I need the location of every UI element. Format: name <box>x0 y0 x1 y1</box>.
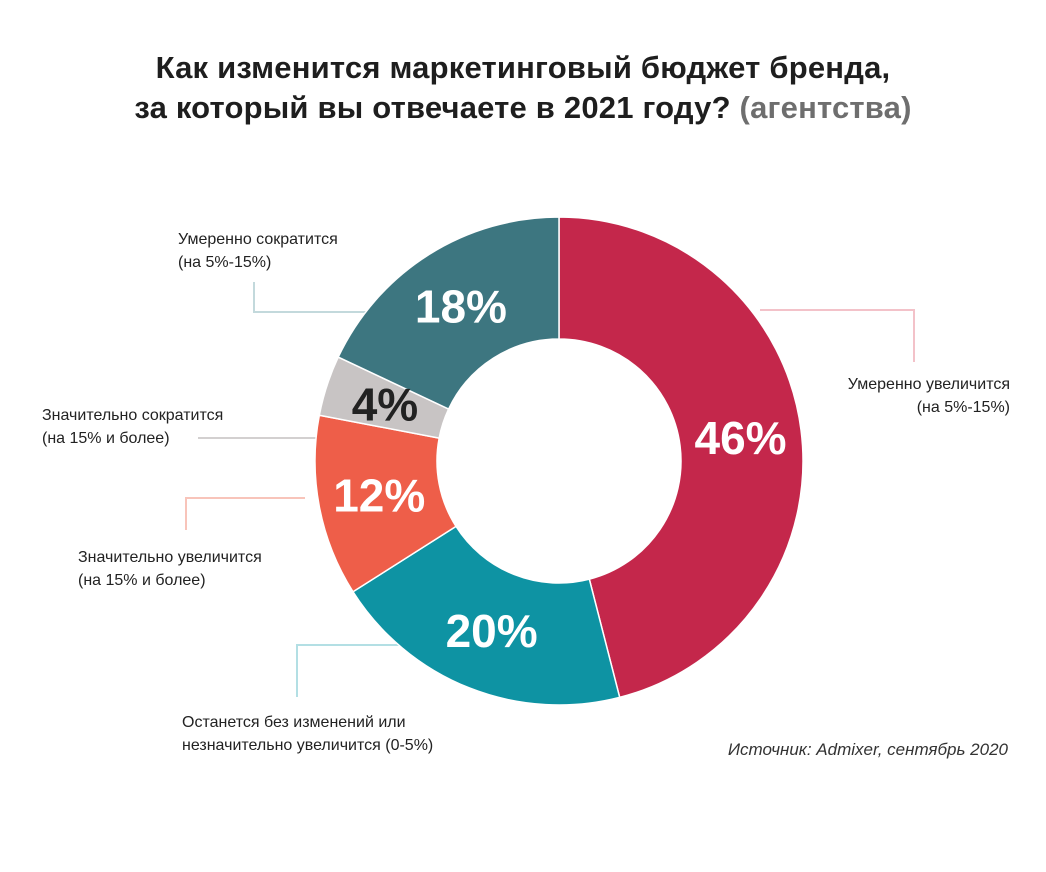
slice-category-label: Умеренно сократится (на 5%-15%) <box>178 231 338 271</box>
chart-title-suffix: (агентства) <box>739 90 912 125</box>
slice-percent-label: 4% <box>352 378 418 430</box>
slice-percent-label: 18% <box>415 280 507 332</box>
leader-line <box>253 282 368 313</box>
slice-category-label-line: Умеренно увеличится <box>848 376 1010 393</box>
donut-slice-18pct <box>337 216 560 411</box>
slice-category-label-line: Значительно увеличится <box>78 549 262 566</box>
slice-category-label-line: (на 15% и более) <box>42 430 170 447</box>
slice-percent-label: 46% <box>695 412 787 464</box>
chart-title-line1: Как изменится маркетинговый бюджет бренд… <box>155 50 891 85</box>
leader-lines <box>185 282 915 697</box>
leader-line <box>760 309 915 362</box>
slice-category-label-line: (на 5%-15%) <box>917 399 1010 416</box>
slice-category-label-line: Останется без изменений или <box>182 714 406 731</box>
chart-title-line2-main: за который вы отвечаете в 2021 году? <box>134 90 731 125</box>
source-note: Источник: Admixer, сентябрь 2020 <box>727 740 1008 759</box>
percent-labels: 46% 20% 12% 4% 18% <box>333 280 786 657</box>
slice-category-label-line: (на 15% и более) <box>78 572 206 589</box>
chart-title: Как изменится маркетинговый бюджет бренд… <box>0 48 1046 128</box>
leader-line <box>185 497 305 530</box>
category-labels: Умеренно увеличится (на 5%-15%) Останется … <box>42 231 1010 754</box>
donut-slice-12pct <box>314 414 458 593</box>
slice-category-label: Умеренно увеличится (на 5%-15%) <box>848 376 1010 416</box>
slice-category-label-line: Значительно сократится <box>42 407 223 424</box>
donut-slice-20pct <box>351 525 621 706</box>
slice-percent-label: 20% <box>446 605 538 657</box>
slice-category-label-line: незначительно увеличится (0-5%) <box>182 737 433 754</box>
leader-line <box>296 644 400 697</box>
chart-title-line2: за который вы отвечаете в 2021 году? (аг… <box>0 88 1046 128</box>
slice-category-label-line: Умеренно сократится <box>178 231 338 248</box>
donut-slice-46pct <box>558 216 804 699</box>
slice-percent-label: 12% <box>333 469 425 521</box>
slice-category-label: Значительно сократится (на 15% и более) <box>42 407 223 447</box>
slice-category-label: Значительно увеличится (на 15% и более) <box>78 549 262 589</box>
donut-slices <box>314 216 804 706</box>
slice-category-label-line: (на 5%-15%) <box>178 254 271 271</box>
slice-category-label: Останется без изменений или незначительно… <box>182 714 433 754</box>
